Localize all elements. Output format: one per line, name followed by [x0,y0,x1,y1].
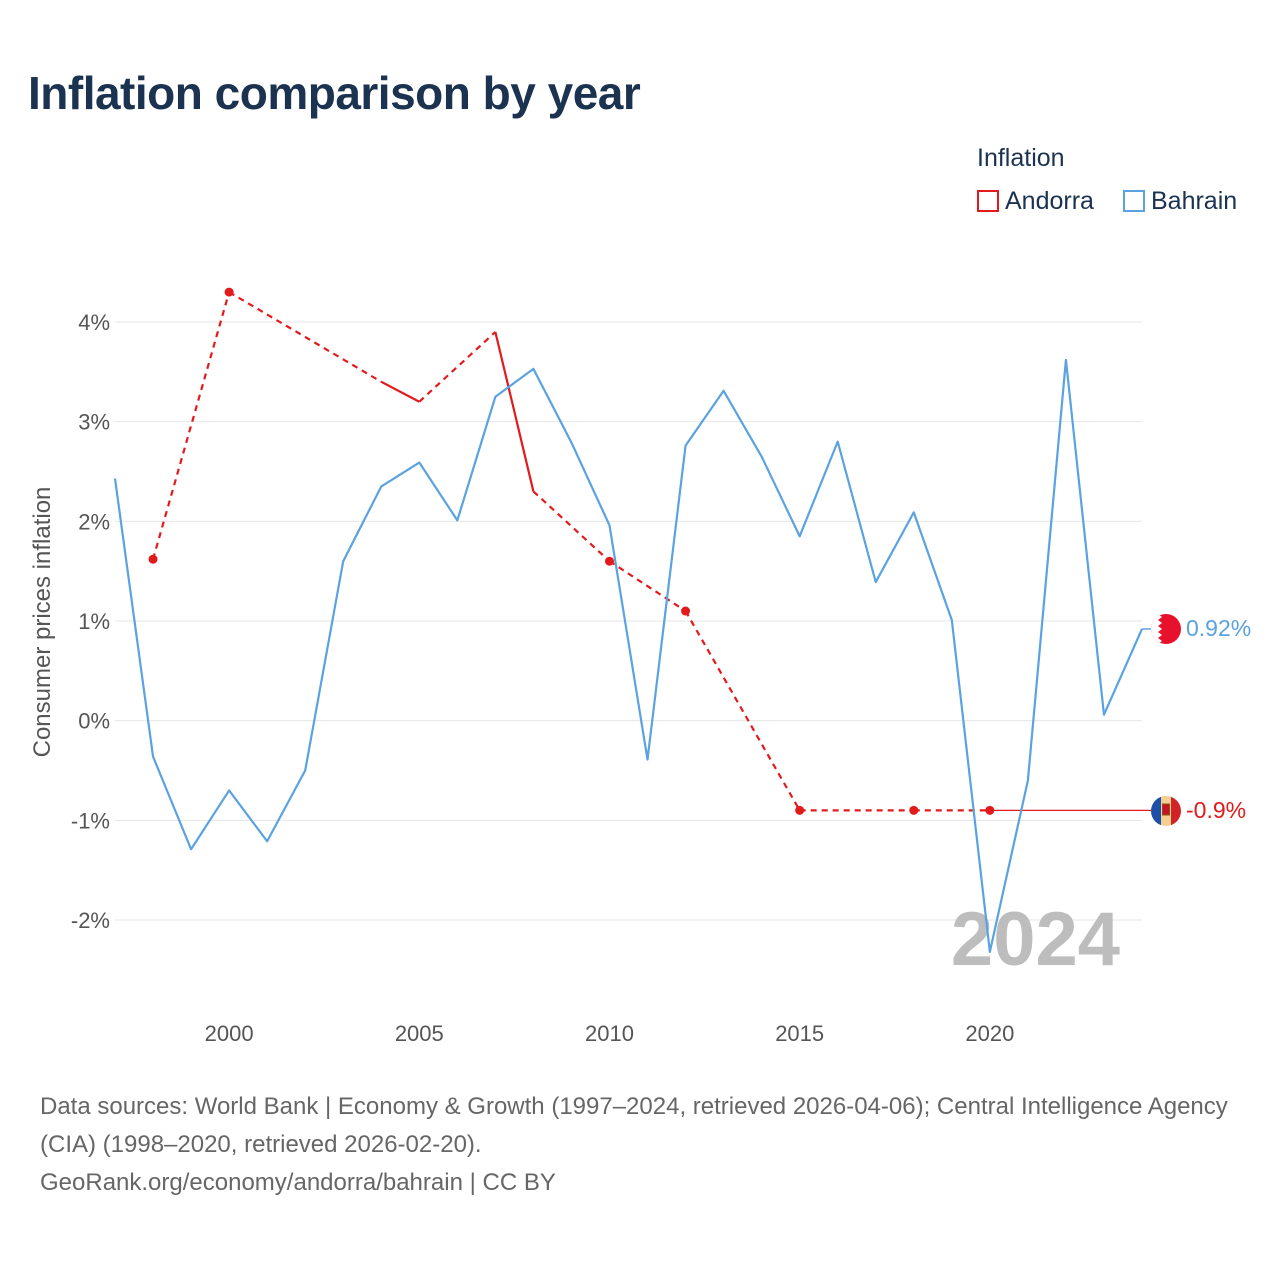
y-tick-label: -2% [71,908,110,933]
chart-area: 4% 3% 2% 1% 0% -1% -2% 2000 2005 2010 2015 2020 Co… [29,287,1251,1046]
data-point-andorra [148,554,158,564]
legend-item-bahrain[interactable]: Bahrain [1123,186,1237,216]
legend-label-bahrain: Bahrain [1151,186,1238,215]
end-label-bahrain: 0.92% [1186,615,1251,641]
grid-lines [115,321,1142,921]
end-label-andorra: -0.9% [1186,797,1246,823]
y-tick-label: -1% [71,808,110,833]
data-point-andorra [909,805,919,815]
series-segment-andorra [228,291,382,383]
bahrain-flag-icon [1151,614,1181,644]
year-watermark: 2024 [951,897,1120,982]
data-point-andorra [795,805,805,815]
x-tick-label: 2020 [965,1021,1014,1046]
series-segment-andorra [380,380,420,403]
series-bahrain [113,358,1151,953]
y-tick-label: 3% [78,410,110,435]
x-tick-label: 2010 [585,1021,634,1046]
y-tick-label: 1% [78,609,110,634]
x-axis-ticks: 2000 2005 2010 2015 2020 [205,1021,1015,1046]
series-segment-andorra [151,291,231,560]
x-tick-label: 2015 [775,1021,824,1046]
x-tick-label: 2005 [395,1021,444,1046]
y-axis-label: Consumer prices inflation [29,487,56,758]
legend-item-andorra[interactable]: Andorra [977,186,1094,216]
data-point-andorra [224,287,234,297]
data-sources: Data sources: World Bank | Economy & Gro… [40,1093,1228,1158]
x-tick-label: 2000 [205,1021,254,1046]
y-tick-label: 2% [78,509,110,534]
data-point-andorra [604,556,614,566]
data-point-andorra [681,606,691,616]
credit-link[interactable]: GeoRank.org/economy/andorra/bahrain | CC… [40,1169,556,1196]
series-segment-andorra [494,331,535,492]
y-axis-ticks: 4% 3% 2% 1% 0% -1% -2% [71,310,110,933]
legend-title: Inflation [977,144,1065,172]
series-line-bahrain [113,358,1144,953]
y-tick-label: 0% [78,709,110,734]
legend-swatch-andorra [977,190,999,212]
legend-label-andorra: Andorra [1005,186,1094,215]
series-segment-andorra [608,560,687,612]
series-segment-andorra [418,331,497,403]
legend-swatch-bahrain [1123,190,1145,212]
series-segment-andorra [684,610,801,811]
series-andorra [148,287,1151,815]
y-tick-label: 4% [78,310,110,335]
andorra-flag-icon [1151,796,1181,826]
chart-title: Inflation comparison by year [28,67,641,119]
footer: Data sources: World Bank | Economy & Gro… [40,1088,1250,1202]
